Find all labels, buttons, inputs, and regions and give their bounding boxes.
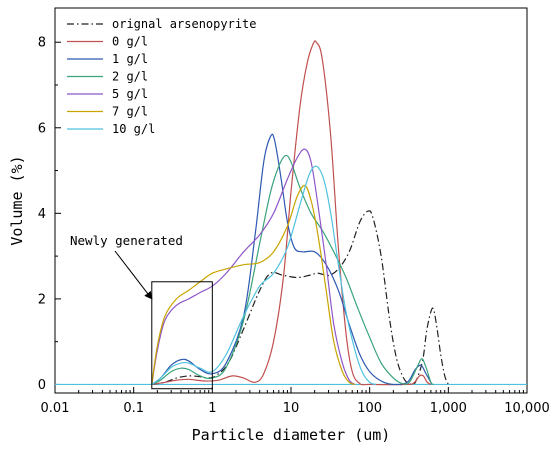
newly-generated-arrow [114,250,153,300]
y-axis-title: Volume (%) [8,155,26,245]
legend-label: 7 g/l [112,105,148,119]
newly-generated-label: Newly generated [70,233,183,248]
legend-label: 1 g/l [112,52,148,66]
series-line-0 [151,210,449,386]
y-tick-label: 8 [38,36,46,51]
series-layer [55,40,527,386]
legend-label: 2 g/l [112,70,148,84]
series-line-2 [151,133,433,386]
legend-label: 0 g/l [112,35,148,49]
x-tick-label: 0.1 [123,401,144,416]
legend-label: 10 g/l [112,122,155,136]
x-tick-label: 100 [357,401,382,416]
series-line-1 [151,40,432,386]
legend: orignal arsenopyrite 0 g/l 1 g/l 2 g/l 5 g/l… [67,17,257,136]
legend-label: 5 g/l [112,87,148,101]
x-tick-label: 1 [208,401,216,416]
series-line-5 [151,184,356,386]
y-axis-ticks: 0 2 4 6 8 [38,36,61,393]
y-tick-label: 4 [38,207,46,222]
series-line-4 [151,148,356,385]
x-tick-label: 1,000 [430,401,467,416]
legend-label: orignal arsenopyrite [112,17,257,31]
x-tick-label: 0.01 [41,401,70,416]
x-axis-ticks: 0.01 0.1 1 10 100 1,000 10,000 [41,387,550,416]
x-axis-title: Particle diameter (um) [192,426,391,444]
y-tick-label: 2 [38,292,46,307]
y-tick-label: 0 [38,378,46,393]
x-tick-label: 10,000 [504,401,550,416]
series-line-3 [151,154,434,386]
annotation-layer: Newly generated [70,233,213,390]
x-tick-label: 10 [283,401,300,416]
series-line-6 [151,165,377,386]
newly-generated-box [151,281,213,390]
y-tick-label: 6 [38,121,46,136]
